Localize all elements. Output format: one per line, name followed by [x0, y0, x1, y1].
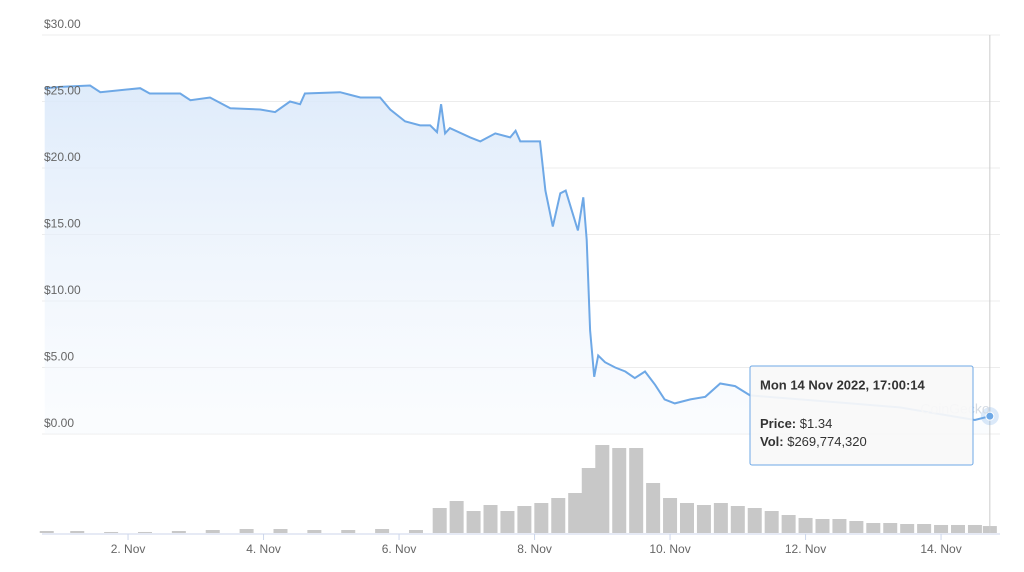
volume-bar [568, 493, 583, 533]
tooltip-price: Price: $1.34 [760, 416, 832, 431]
volume-bar [341, 530, 356, 533]
vol-value: $269,774,320 [787, 434, 867, 449]
volume-bar [307, 530, 322, 533]
volume-bar [612, 448, 627, 533]
volume-bar [629, 448, 644, 533]
volume-bar [517, 506, 532, 533]
volume-bar [137, 531, 152, 533]
volume-bar [273, 528, 288, 533]
volume-bar [934, 524, 949, 533]
price-label: Price: [760, 416, 796, 431]
volume-bar [239, 528, 254, 533]
y-tick-label: $30.00 [44, 17, 81, 31]
y-tick-label: $25.00 [44, 84, 81, 98]
tooltip-vol: Vol: $269,774,320 [760, 434, 867, 449]
x-tick-label: 8. Nov [517, 542, 552, 556]
volume-bar [747, 507, 762, 533]
volume-bar [832, 518, 847, 533]
tooltip-title: Mon 14 Nov 2022, 17:00:14 [760, 377, 926, 392]
volume-bar [764, 511, 779, 533]
y-tick-label: $20.00 [44, 150, 81, 164]
volume-bar [432, 507, 447, 533]
volume-bar [171, 531, 186, 533]
volume-bar [730, 506, 745, 533]
volume-bar [408, 530, 423, 533]
volume-bar [849, 521, 864, 533]
volume-bar [500, 511, 515, 533]
volume-bar [967, 524, 982, 533]
volume-bar [551, 497, 566, 533]
volume-bar [375, 528, 390, 533]
volume-bar [534, 503, 549, 533]
price-line [44, 35, 999, 533]
x-tick-label: 6. Nov [382, 542, 417, 556]
volume-bar [70, 531, 85, 533]
tooltip-box [749, 365, 974, 466]
volume-bar [866, 523, 881, 533]
y-tick-label: $0.00 [44, 416, 74, 430]
volume-bar [663, 497, 678, 533]
volume-bar [883, 523, 898, 533]
price-line [44, 84, 991, 422]
volume-bar [713, 503, 728, 533]
price-value: $1.34 [800, 416, 833, 431]
volume-bar [581, 468, 596, 533]
volume-bar [950, 524, 965, 533]
volume-bar [781, 514, 796, 533]
volume-bar [798, 517, 813, 533]
volume-bar [696, 504, 711, 533]
volume-bar [205, 530, 220, 533]
axes: $0.00 $5.00 $10.00 $15.00 $20.00 $25.00 $30.00… [42, 17, 1000, 556]
volume-bar [466, 511, 481, 533]
volume-bar [679, 503, 694, 533]
price-area [44, 85, 990, 434]
volume-bar [483, 504, 498, 533]
x-tick-label: 12. Nov [785, 542, 826, 556]
x-tick-label: 14. Nov [920, 542, 961, 556]
volume-bar [595, 445, 610, 533]
y-tick-label: $5.00 [44, 350, 74, 364]
volume-bar [104, 531, 119, 533]
volume-bar [39, 531, 54, 533]
volume-bars [39, 445, 997, 533]
tooltip: Mon 14 Nov 2022, 17:00:14 Price: $1.34 V… [749, 365, 974, 466]
hover-point [985, 411, 995, 421]
volume-bar [815, 518, 830, 533]
x-tick-label: 4. Nov [246, 542, 281, 556]
x-tick-label: 2. Nov [111, 542, 146, 556]
volume-bar [449, 501, 464, 533]
x-tick-label: 10. Nov [649, 542, 690, 556]
volume-bar [917, 524, 932, 533]
vol-label: Vol: [760, 434, 784, 449]
y-tick-label: $10.00 [44, 283, 81, 297]
y-tick-label: $15.00 [44, 217, 81, 231]
volume-bar [900, 524, 915, 533]
volume-bar [646, 483, 661, 533]
